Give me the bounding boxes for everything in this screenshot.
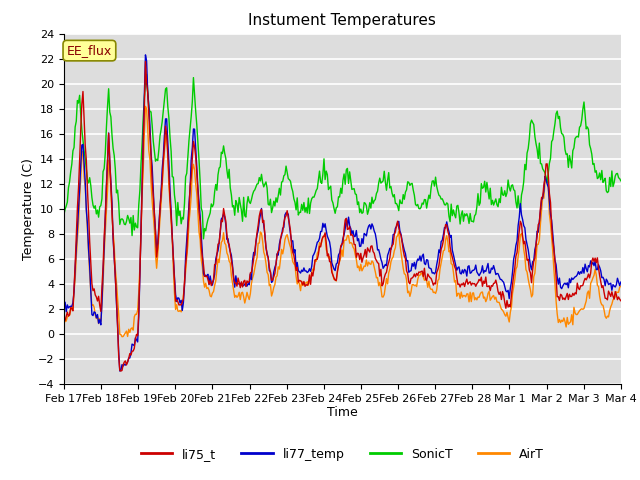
li75_t (117, 368, 125, 374)
li77_temp (364, 227, 371, 232)
AirT (519, 235, 527, 241)
li75_t (364, 245, 371, 251)
AirT (60, 316, 68, 322)
AirT (606, 308, 614, 313)
Line: AirT: AirT (64, 107, 621, 336)
li75_t (519, 233, 527, 239)
SonicT (60, 211, 68, 217)
SonicT (617, 178, 625, 184)
li77_temp (327, 246, 335, 252)
li75_t (330, 275, 338, 281)
AirT (118, 334, 126, 339)
SonicT (143, 72, 150, 77)
li77_temp (60, 303, 68, 309)
li77_temp (330, 266, 338, 272)
li75_t (617, 298, 625, 304)
li77_temp (141, 52, 149, 58)
SonicT (519, 187, 527, 193)
AirT (141, 104, 149, 109)
AirT (327, 256, 335, 262)
SonicT (606, 175, 614, 180)
Line: SonicT: SonicT (64, 74, 621, 239)
li75_t (327, 259, 335, 265)
li75_t (606, 291, 614, 297)
li77_temp (116, 368, 124, 374)
AirT (330, 276, 338, 282)
SonicT (394, 203, 401, 209)
li77_temp (519, 216, 527, 222)
SonicT (330, 205, 338, 211)
Line: li77_temp: li77_temp (64, 55, 621, 371)
SonicT (327, 183, 335, 189)
AirT (617, 283, 625, 289)
Y-axis label: Temperature (C): Temperature (C) (22, 158, 35, 260)
Text: EE_flux: EE_flux (67, 44, 112, 57)
AirT (364, 263, 371, 269)
li75_t (60, 317, 68, 323)
Title: Instument Temperatures: Instument Temperatures (248, 13, 436, 28)
li75_t (394, 218, 401, 224)
Line: li75_t: li75_t (64, 61, 621, 371)
AirT (394, 233, 401, 239)
li77_temp (617, 279, 625, 285)
li77_temp (606, 281, 614, 287)
li77_temp (394, 220, 401, 226)
Legend: li75_t, li77_temp, SonicT, AirT: li75_t, li77_temp, SonicT, AirT (136, 443, 548, 466)
X-axis label: Time: Time (327, 407, 358, 420)
li75_t (141, 59, 149, 64)
SonicT (364, 211, 371, 217)
SonicT (200, 236, 207, 242)
